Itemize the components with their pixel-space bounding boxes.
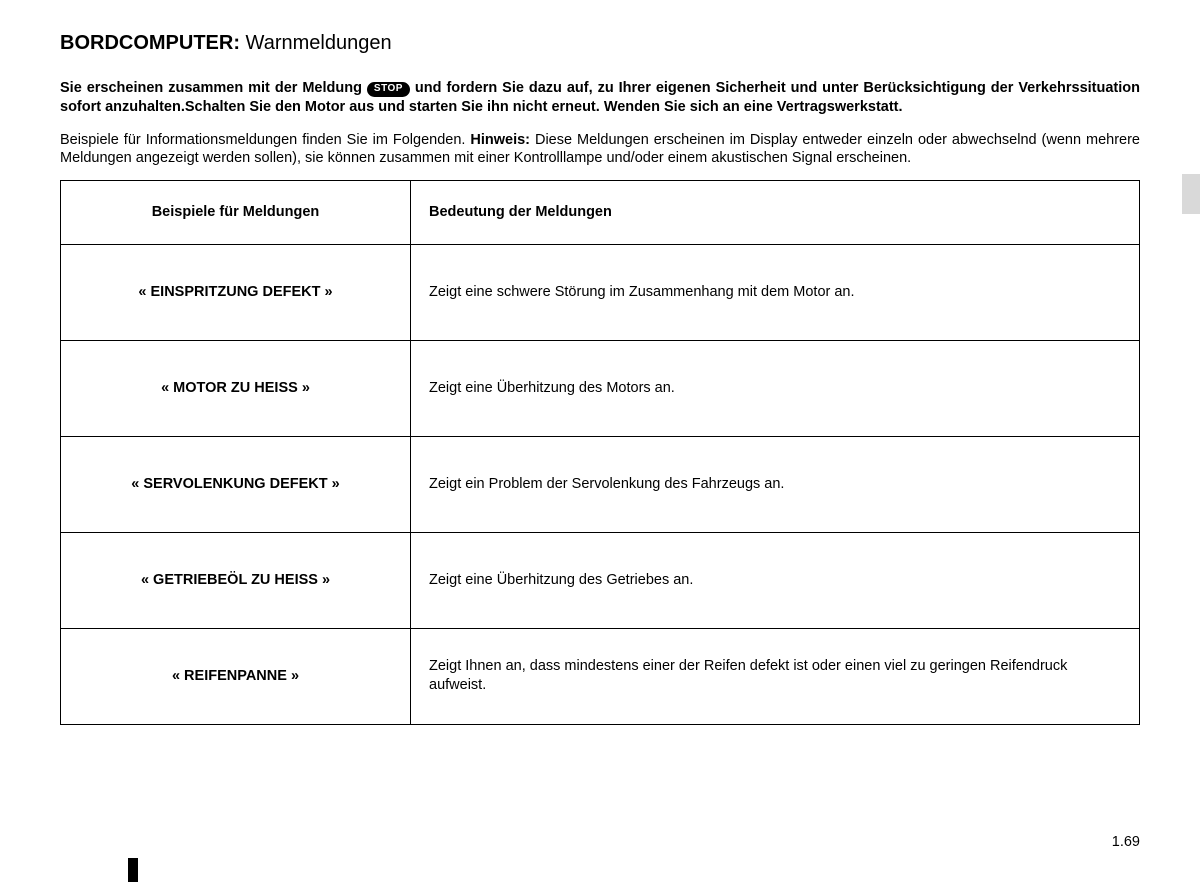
table-header-meaning: Bedeutung der Meldungen	[411, 180, 1140, 244]
table-header-examples: Beispiele für Meldungen	[61, 180, 411, 244]
message-meaning: Zeigt Ihnen an, dass mindestens einer de…	[411, 628, 1140, 724]
message-example: « REIFENPANNE »	[61, 628, 411, 724]
side-tab-icon	[1182, 174, 1200, 214]
message-example: « MOTOR ZU HEISS »	[61, 340, 411, 436]
message-meaning: Zeigt ein Problem der Servolenkung des F…	[411, 436, 1140, 532]
title-bold: BORDCOMPUTER:	[60, 32, 240, 54]
page-title: BORDCOMPUTER: Warnmeldungen	[60, 32, 1140, 55]
intro-normal-paragraph: Beispiele für Informationsmeldungen find…	[60, 131, 1140, 168]
message-meaning: Zeigt eine Überhitzung des Getriebes an.	[411, 532, 1140, 628]
messages-table: Beispiele für Meldungen Bedeutung der Me…	[60, 180, 1140, 725]
message-meaning: Zeigt eine Überhitzung des Motors an.	[411, 340, 1140, 436]
stop-icon: STOP	[367, 82, 410, 97]
message-example: « SERVOLENKUNG DEFEKT »	[61, 436, 411, 532]
table-row: « MOTOR ZU HEISS » Zeigt eine Überhitzun…	[61, 340, 1140, 436]
intro-bold-pre: Sie erscheinen zusammen mit der Meldung	[60, 80, 367, 96]
table-row: « EINSPRITZUNG DEFEKT » Zeigt eine schwe…	[61, 244, 1140, 340]
table-row: « REIFENPANNE » Zeigt Ihnen an, dass min…	[61, 628, 1140, 724]
table-row: « SERVOLENKUNG DEFEKT » Zeigt ein Proble…	[61, 436, 1140, 532]
message-example: « EINSPRITZUNG DEFEKT »	[61, 244, 411, 340]
page-number: 1.69	[1112, 834, 1140, 850]
intro-normal-pre: Beispiele für Informationsmeldungen find…	[60, 132, 470, 148]
message-meaning: Zeigt eine schwere Störung im Zusammenha…	[411, 244, 1140, 340]
table-header-row: Beispiele für Meldungen Bedeutung der Me…	[61, 180, 1140, 244]
document-page: BORDCOMPUTER: Warnmeldungen Sie erschein…	[0, 0, 1200, 725]
intro-bold-paragraph: Sie erscheinen zusammen mit der Meldung …	[60, 79, 1140, 116]
message-example: « GETRIEBEÖL ZU HEISS »	[61, 532, 411, 628]
table-row: « GETRIEBEÖL ZU HEISS » Zeigt eine Überh…	[61, 532, 1140, 628]
title-rest: Warnmeldungen	[240, 32, 392, 54]
hinweis-label: Hinweis:	[470, 132, 530, 148]
footer-mark-icon	[128, 858, 138, 882]
